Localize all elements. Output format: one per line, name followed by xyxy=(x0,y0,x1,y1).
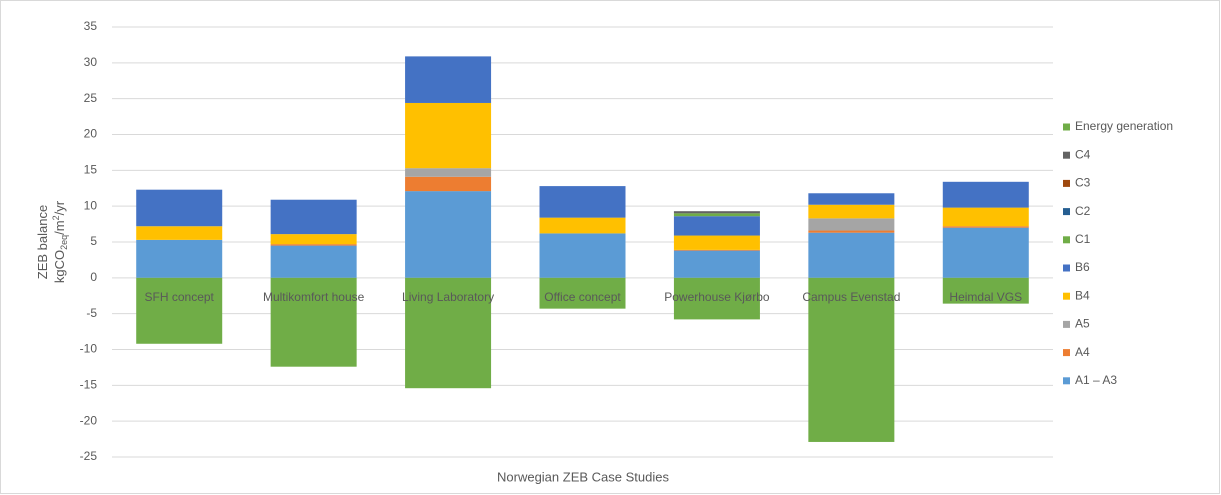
x-axis-title: Norwegian ZEB Case Studies xyxy=(497,469,669,484)
y-tick-label: -25 xyxy=(80,449,98,463)
bar-segment xyxy=(808,204,895,219)
bar-segment xyxy=(808,193,895,205)
legend-swatch xyxy=(1063,179,1070,187)
legend-swatch xyxy=(1063,151,1070,159)
bar-segment xyxy=(942,226,1029,228)
bar-segment xyxy=(270,245,357,278)
y-axis-title-line: ZEB balance xyxy=(35,205,50,279)
y-tick-label: 0 xyxy=(90,270,97,284)
legend-label: B4 xyxy=(1075,288,1090,302)
bar-segment xyxy=(136,277,223,344)
bar-segment xyxy=(808,232,895,278)
bar-segment xyxy=(808,230,895,233)
legend-label: A5 xyxy=(1075,317,1090,331)
legend-label: C3 xyxy=(1075,176,1091,190)
bar-segment xyxy=(942,227,1029,278)
legend-label: C4 xyxy=(1075,147,1091,161)
y-tick-label: -20 xyxy=(80,413,98,427)
legend-swatch xyxy=(1063,264,1070,272)
legend-swatch xyxy=(1063,236,1070,244)
y-tick-label: 25 xyxy=(84,91,98,105)
legend-swatch xyxy=(1063,292,1070,300)
bar-segment xyxy=(136,239,223,278)
bar-segment xyxy=(539,277,626,309)
legend-swatch xyxy=(1063,349,1070,357)
x-tick-label: Living Laboratory xyxy=(402,290,494,304)
bar-segment xyxy=(270,234,357,245)
bar-segment xyxy=(405,176,492,192)
bar-segment xyxy=(136,189,223,227)
y-tick-label: 30 xyxy=(84,55,98,69)
y-tick-label: -5 xyxy=(86,306,97,320)
legend-swatch xyxy=(1063,208,1070,216)
bar-segment xyxy=(136,226,223,240)
bar-segment xyxy=(270,199,357,235)
bar-segment xyxy=(808,277,895,442)
bar-segment xyxy=(539,233,626,278)
legend-swatch xyxy=(1063,123,1070,131)
y-axis-title-part: kgCO xyxy=(52,250,67,283)
legend-label: C2 xyxy=(1075,204,1091,218)
x-tick-label: Multikomfort house xyxy=(263,290,365,304)
y-axis-title-part: /m xyxy=(52,220,67,234)
y-tick-label: 10 xyxy=(84,198,98,212)
x-tick-label: Office concept xyxy=(544,290,621,304)
y-tick-label: 35 xyxy=(84,19,98,33)
bar-segment xyxy=(270,244,357,246)
x-tick-label: Campus Evenstad xyxy=(802,290,900,304)
bar-segment xyxy=(942,207,1029,227)
legend-swatch xyxy=(1063,320,1070,328)
bar-segment xyxy=(673,277,760,320)
bar-segment xyxy=(808,218,895,231)
y-axis-title: ZEB balance kgCO2eq/m2/yr xyxy=(35,200,69,283)
x-tick-label: Heimdal VGS xyxy=(949,290,1022,304)
y-tick-label: 5 xyxy=(90,234,97,248)
bar-segment xyxy=(405,191,492,278)
legend-label: B6 xyxy=(1075,260,1090,274)
y-tick-label: -10 xyxy=(80,342,98,356)
y-tick-label: 20 xyxy=(84,127,98,141)
bar-segment xyxy=(405,168,492,177)
bar-segment xyxy=(673,249,760,251)
y-tick-label: 15 xyxy=(84,163,98,177)
bar-segment xyxy=(673,216,760,236)
legend-label: A4 xyxy=(1075,345,1090,359)
y-axis-title-part: 2 xyxy=(51,215,61,220)
bar-segment xyxy=(942,277,1029,304)
x-tick-label: SFH concept xyxy=(145,290,215,304)
legend-label: Energy generation xyxy=(1075,119,1173,133)
y-axis-title-part: /yr xyxy=(52,200,67,215)
bar-segment xyxy=(673,211,760,214)
bar-segment xyxy=(673,250,760,278)
x-tick-label: Powerhouse Kjørbo xyxy=(664,290,770,304)
bar-segment xyxy=(405,277,492,389)
y-axis-title-part: 2eq xyxy=(59,235,69,250)
bar-segment xyxy=(270,277,357,367)
bar-segment xyxy=(405,102,492,169)
bar-segment xyxy=(405,56,492,103)
legend-label: C1 xyxy=(1075,232,1091,246)
y-tick-label: -15 xyxy=(80,378,98,392)
bar-segment xyxy=(673,235,760,250)
legend-label: A1 – A3 xyxy=(1075,373,1117,387)
bar-segment xyxy=(539,217,626,234)
bar-segment xyxy=(942,181,1029,208)
bar-segment xyxy=(673,213,760,217)
bar-segment xyxy=(539,186,626,218)
legend-swatch xyxy=(1063,377,1070,385)
